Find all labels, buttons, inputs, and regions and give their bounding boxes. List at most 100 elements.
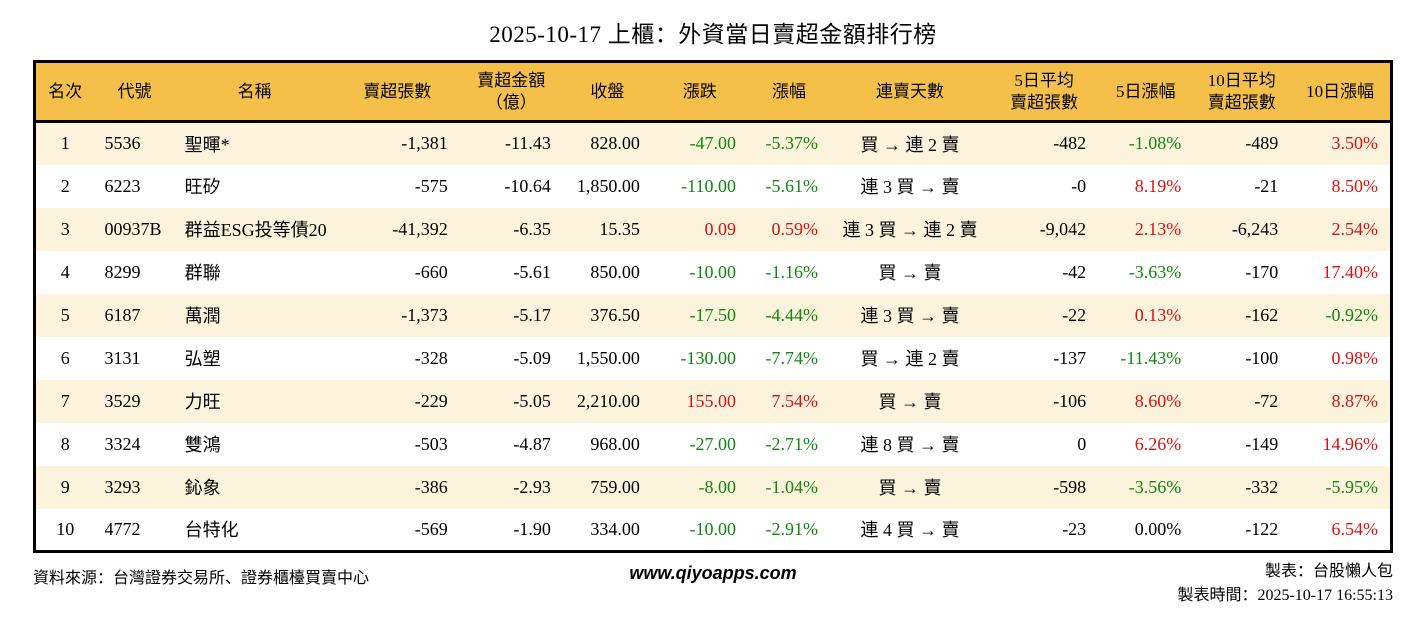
cell-avg5-sell-lots: -106	[1053, 390, 1087, 411]
cell-pct10-change: 8.50%	[1331, 175, 1379, 196]
made-by-text: 製表：台股懶人包	[1264, 563, 1393, 580]
cell-change-pct: -2.91%	[765, 518, 819, 539]
cell-avg10-sell-lots: -21	[1254, 175, 1279, 196]
cell-sell-streak: 買 → 連 2 賣	[860, 349, 960, 369]
made-time-text: 製表時間：2025-10-17 16:55:13	[1177, 587, 1393, 604]
cell-net-sell-amount: -4.87	[513, 433, 551, 454]
cell-close: 850.00	[590, 261, 640, 282]
column-header-avg10-sell-lots: 10日平均 賣超張數	[1207, 71, 1276, 112]
cell-code: 3131	[104, 347, 141, 368]
cell-avg10-sell-lots: -6,243	[1231, 218, 1279, 239]
cell-name: 聖暉*	[184, 134, 230, 155]
cell-change-pct: -2.71%	[765, 433, 819, 454]
cell-sell-streak: 買 → 賣	[878, 392, 942, 412]
cell-change-pct: -7.74%	[765, 347, 819, 368]
cell-close: 376.50	[590, 304, 640, 325]
cell-close: 2,210.00	[576, 390, 640, 411]
cell-change: -47.00	[689, 133, 736, 154]
column-header-rank: 名次	[48, 81, 83, 101]
cell-pct10-change: 0.98%	[1331, 347, 1379, 368]
cell-net-sell-lots: -1,381	[401, 133, 448, 154]
cell-change: 0.09	[704, 218, 736, 239]
cell-sell-streak: 買 → 連 2 賣	[860, 134, 960, 155]
column-header-pct5-change: 5日漲幅	[1115, 81, 1176, 101]
cell-avg5-sell-lots: -9,042	[1039, 218, 1087, 239]
cell-rank: 6	[60, 347, 70, 368]
table-row: 5 6187 萬潤 -1,373 -5.17 376.50 -17.50 -4.44% 連 3 …	[34, 293, 1392, 337]
cell-pct5-change: 0.00%	[1134, 518, 1182, 539]
cell-avg5-sell-lots: -137	[1053, 347, 1087, 368]
column-header-sell-streak: 連賣天數	[876, 81, 945, 101]
cell-net-sell-lots: -41,392	[392, 218, 448, 239]
ranking-table: 名次 代號 名稱 賣超張數 賣超金額 （億） 收盤 漲跌 漲幅 連賣天數 5日平均 賣超張數 5日漲…	[33, 60, 1393, 553]
cell-pct5-change: 0.13%	[1134, 304, 1182, 325]
table-row: 2 6223 旺矽 -575 -10.64 1,850.00 -110.00 -5.61% 連 …	[34, 164, 1392, 208]
cell-pct10-change: 3.50%	[1331, 133, 1379, 154]
cell-close: 968.00	[590, 433, 640, 454]
table-row: 7 3529 力旺 -229 -5.05 2,210.00 155.00 7.54% 買 → 賣…	[34, 379, 1392, 423]
cell-avg5-sell-lots: -0	[1071, 175, 1087, 196]
cell-name: 群聯	[184, 263, 221, 283]
cell-pct5-change: 6.26%	[1134, 433, 1182, 454]
cell-pct10-change: 17.40%	[1322, 261, 1379, 282]
cell-rank: 8	[60, 433, 70, 454]
cell-pct5-change: 2.13%	[1134, 218, 1182, 239]
cell-change-pct: -1.16%	[765, 261, 819, 282]
cell-rank: 7	[60, 390, 70, 411]
cell-pct10-change: 2.54%	[1331, 218, 1379, 239]
table-row: 6 3131 弘塑 -328 -5.09 1,550.00 -130.00 -7.74% 買 →…	[34, 336, 1392, 380]
cell-code: 00937B	[104, 218, 162, 239]
cell-name: 台特化	[184, 520, 239, 541]
cell-code: 6223	[104, 175, 141, 196]
cell-close: 759.00	[590, 476, 640, 497]
cell-net-sell-lots: -575	[414, 175, 448, 196]
website-url: www.qiyoapps.com	[629, 563, 797, 583]
cell-change: -8.00	[698, 476, 736, 497]
cell-avg10-sell-lots: -122	[1245, 518, 1279, 539]
table-row: 4 8299 群聯 -660 -5.61 850.00 -10.00 -1.16% 買 → 賣 -…	[34, 250, 1392, 294]
cell-avg5-sell-lots: -482	[1053, 133, 1087, 154]
cell-close: 1,550.00	[576, 347, 640, 368]
page-title: 2025-10-17 上櫃：外資當日賣超金額排行榜	[489, 22, 937, 47]
cell-rank: 2	[60, 175, 70, 196]
cell-pct10-change: -0.92%	[1325, 304, 1379, 325]
cell-name: 萬潤	[184, 306, 221, 326]
cell-sell-streak: 買 → 賣	[878, 478, 942, 498]
cell-pct5-change: -3.63%	[1128, 261, 1182, 282]
cell-net-sell-lots: -1,373	[401, 304, 448, 325]
cell-rank: 1	[60, 133, 70, 154]
cell-close: 828.00	[590, 133, 640, 154]
cell-avg10-sell-lots: -100	[1245, 347, 1279, 368]
column-header-pct10-change: 10日漲幅	[1306, 81, 1375, 101]
cell-pct10-change: 14.96%	[1322, 433, 1379, 454]
cell-net-sell-amount: -1.90	[513, 518, 551, 539]
cell-sell-streak: 連 3 買 → 賣	[860, 177, 960, 197]
cell-avg5-sell-lots: -598	[1053, 476, 1087, 497]
cell-pct10-change: 8.87%	[1331, 390, 1379, 411]
column-header-code: 代號	[117, 81, 152, 101]
cell-sell-streak: 連 3 買 → 連 2 賣	[842, 220, 978, 240]
cell-rank: 5	[60, 304, 70, 325]
cell-pct5-change: -1.08%	[1128, 133, 1182, 154]
cell-name: 雙鴻	[184, 435, 221, 455]
cell-change-pct: 0.59%	[771, 218, 819, 239]
cell-sell-streak: 買 → 賣	[878, 263, 942, 283]
cell-change-pct: -1.04%	[765, 476, 819, 497]
cell-net-sell-amount: -2.93	[513, 476, 551, 497]
cell-avg10-sell-lots: -162	[1245, 304, 1279, 325]
column-header-name: 名稱	[237, 81, 272, 101]
cell-net-sell-lots: -660	[414, 261, 448, 282]
cell-name: 力旺	[184, 392, 221, 412]
cell-code: 8299	[104, 261, 141, 282]
cell-code: 3293	[104, 476, 141, 497]
cell-avg5-sell-lots: -42	[1062, 261, 1087, 282]
cell-rank: 3	[60, 218, 70, 239]
cell-pct5-change: 8.60%	[1134, 390, 1182, 411]
cell-sell-streak: 連 3 買 → 賣	[860, 306, 960, 326]
column-header-change-pct: 漲幅	[771, 81, 806, 101]
table-row: 8 3324 雙鴻 -503 -4.87 968.00 -27.00 -2.71% 連 8 買 …	[34, 422, 1392, 466]
cell-net-sell-lots: -569	[414, 518, 448, 539]
cell-pct10-change: 6.54%	[1331, 518, 1379, 539]
cell-change: -17.50	[689, 304, 736, 325]
column-header-net-sell-lots: 賣超張數	[363, 81, 432, 101]
